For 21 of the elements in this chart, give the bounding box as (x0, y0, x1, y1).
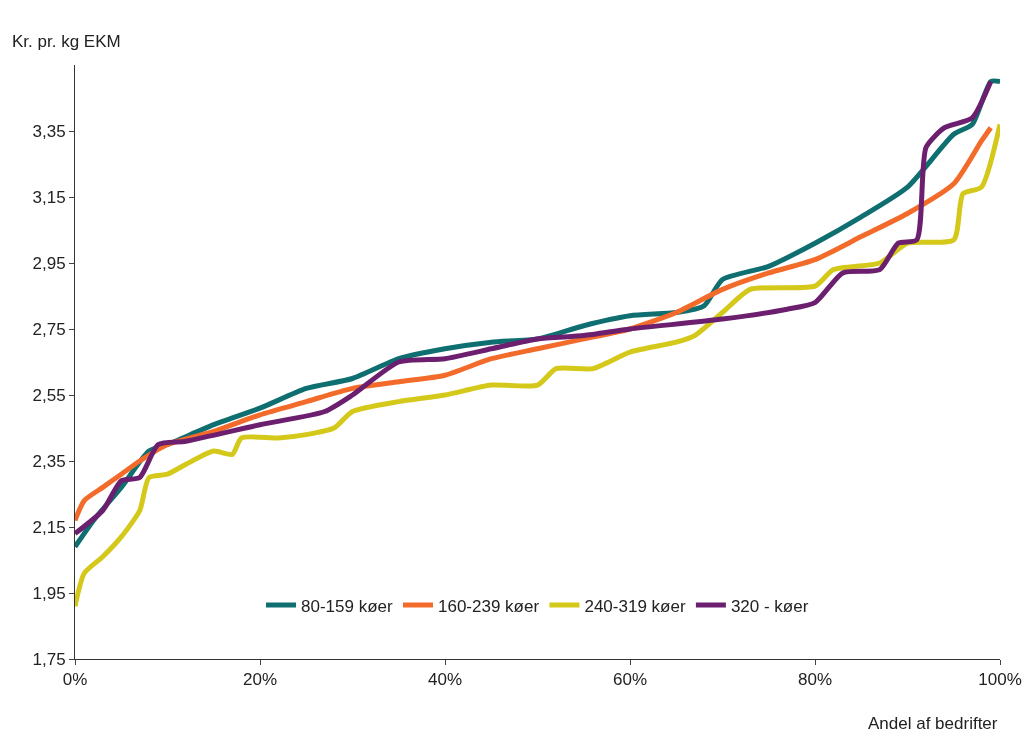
x-tick-label: 80% (797, 670, 833, 690)
x-axis-title: Andel af bedrifter (868, 714, 998, 733)
y-tick-label: 3,35 (32, 121, 66, 141)
x-tick-label: 20% (242, 670, 278, 690)
legend-label: 80-159 køer (301, 596, 393, 616)
y-tick-label: 2,75 (32, 319, 66, 339)
y-tick-label: 2,35 (32, 451, 66, 471)
x-tick-label: 40% (427, 670, 463, 690)
y-tick-label: 2,15 (32, 517, 66, 537)
y-axis-title: Kr. pr. kg EKM (12, 32, 121, 51)
y-tick-label: 2,95 (32, 253, 66, 273)
y-tick-label: 1,75 (32, 649, 66, 669)
y-tick-label: 2,55 (32, 385, 66, 405)
legend-label: 160-239 køer (438, 596, 540, 616)
legend-label: 320 - køer (730, 596, 809, 616)
y-tick-label: 3,15 (32, 187, 66, 207)
y-tick-label: 1,95 (32, 583, 66, 603)
legend-label: 240-319 køer (584, 596, 686, 616)
x-tick-label: 0% (62, 670, 88, 690)
x-tick-label: 60% (612, 670, 648, 690)
x-tick-label: 100% (978, 670, 1022, 690)
